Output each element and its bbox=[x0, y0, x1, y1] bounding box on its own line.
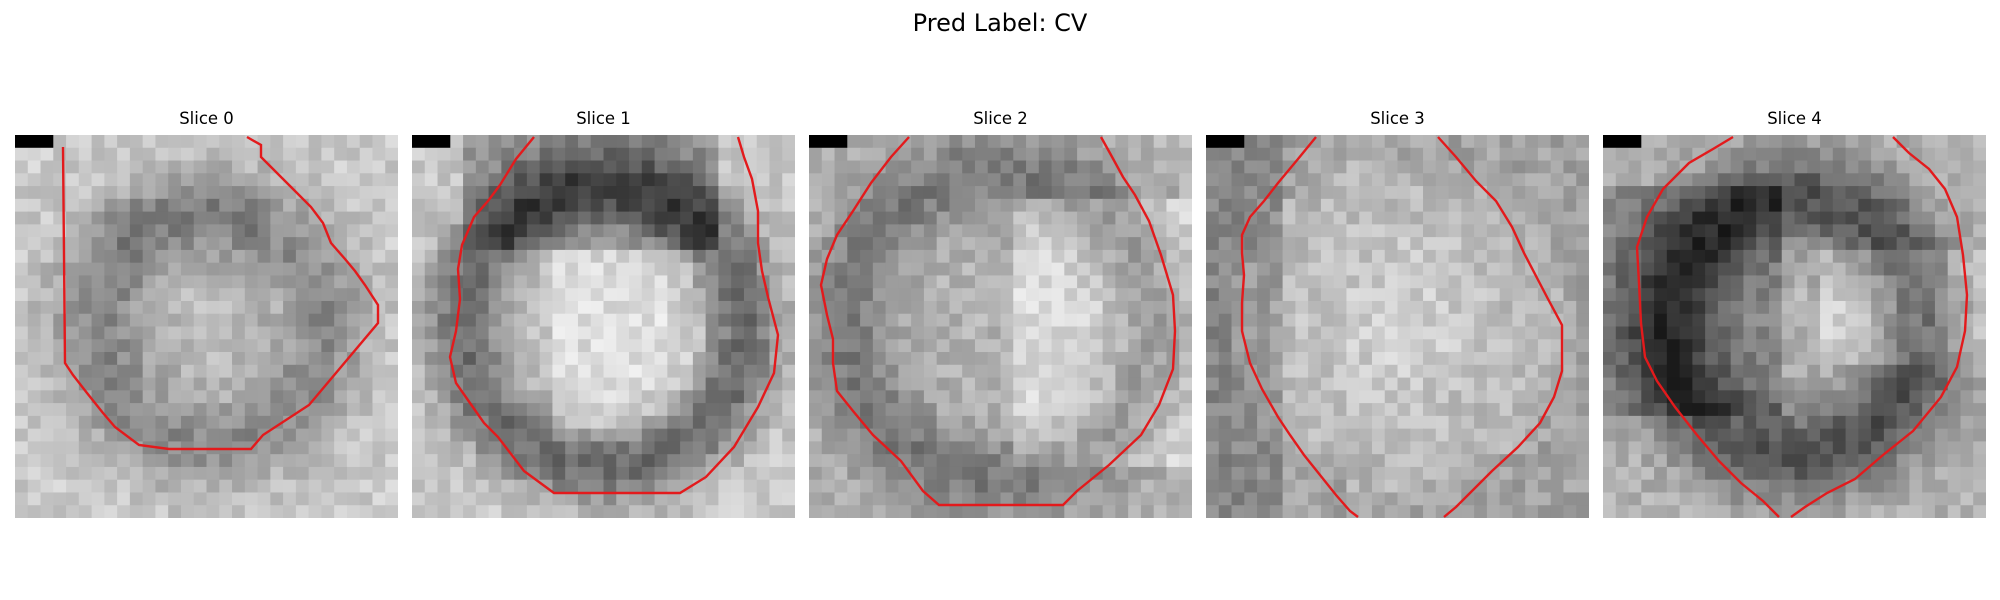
slice-image bbox=[1206, 135, 1589, 518]
contour-line bbox=[1790, 136, 1969, 518]
contour-line bbox=[61, 135, 380, 451]
slice-panel-2: Slice 2 bbox=[809, 108, 1192, 518]
slice-panel-0: Slice 0 bbox=[15, 108, 398, 518]
pixel-grid bbox=[1206, 135, 1589, 518]
pixel-grid bbox=[15, 135, 398, 518]
pixel-grid bbox=[1603, 135, 1986, 518]
contour-line bbox=[819, 136, 1177, 507]
slice-image bbox=[809, 135, 1192, 518]
segmentation-contour bbox=[819, 136, 1177, 507]
segmentation-contour bbox=[1240, 136, 1564, 518]
slice-title: Slice 3 bbox=[1370, 109, 1425, 128]
scale-marker bbox=[809, 135, 848, 148]
segmentation-contour bbox=[448, 136, 780, 495]
scale-marker bbox=[412, 135, 451, 148]
contour-line bbox=[1240, 136, 1359, 518]
slice-image bbox=[412, 135, 795, 518]
slice-title: Slice 2 bbox=[973, 109, 1028, 128]
segmentation-contour bbox=[61, 135, 380, 451]
slice-panel-1: Slice 1 bbox=[412, 108, 795, 518]
slice-image bbox=[15, 135, 398, 518]
slice-title: Slice 4 bbox=[1767, 109, 1822, 128]
pixel-grid bbox=[412, 135, 795, 518]
scale-marker bbox=[15, 135, 54, 148]
slice-panel-4: Slice 4 bbox=[1603, 108, 1986, 518]
pixel-grid bbox=[809, 135, 1192, 518]
slice-panel-3: Slice 3 bbox=[1206, 108, 1589, 518]
scale-marker bbox=[1206, 135, 1245, 148]
slice-image bbox=[1603, 135, 1986, 518]
segmentation-contour bbox=[1635, 135, 1969, 518]
slice-title: Slice 0 bbox=[179, 109, 234, 128]
figure-title: Pred Label: CV bbox=[912, 9, 1088, 37]
contour-line bbox=[448, 136, 780, 495]
contour-line bbox=[1437, 136, 1564, 518]
slice-title: Slice 1 bbox=[576, 109, 631, 128]
scale-marker bbox=[1603, 135, 1642, 148]
contour-line bbox=[1635, 135, 1780, 518]
